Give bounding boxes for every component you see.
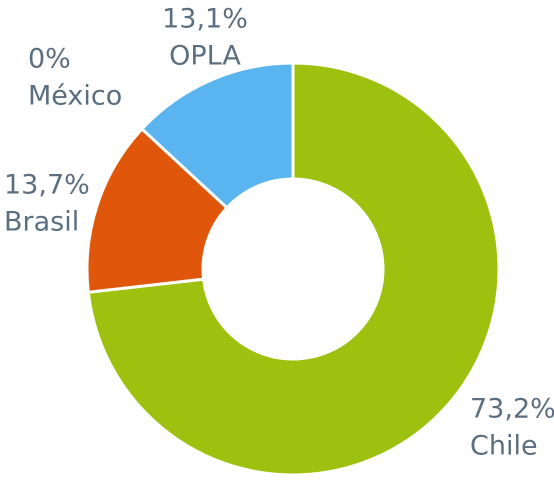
category-label: Brasil <box>4 207 79 238</box>
value-label: 13,1% <box>162 4 248 35</box>
value-label: 0% <box>28 44 71 75</box>
slice <box>85 126 230 294</box>
slice <box>86 61 501 477</box>
slice <box>139 61 295 210</box>
category-label: Chile <box>470 431 538 462</box>
category-label: México <box>28 81 122 112</box>
category-label: OPLA <box>169 41 241 72</box>
value-label: 73,2% <box>470 394 554 425</box>
value-label: 13,7% <box>4 170 90 201</box>
